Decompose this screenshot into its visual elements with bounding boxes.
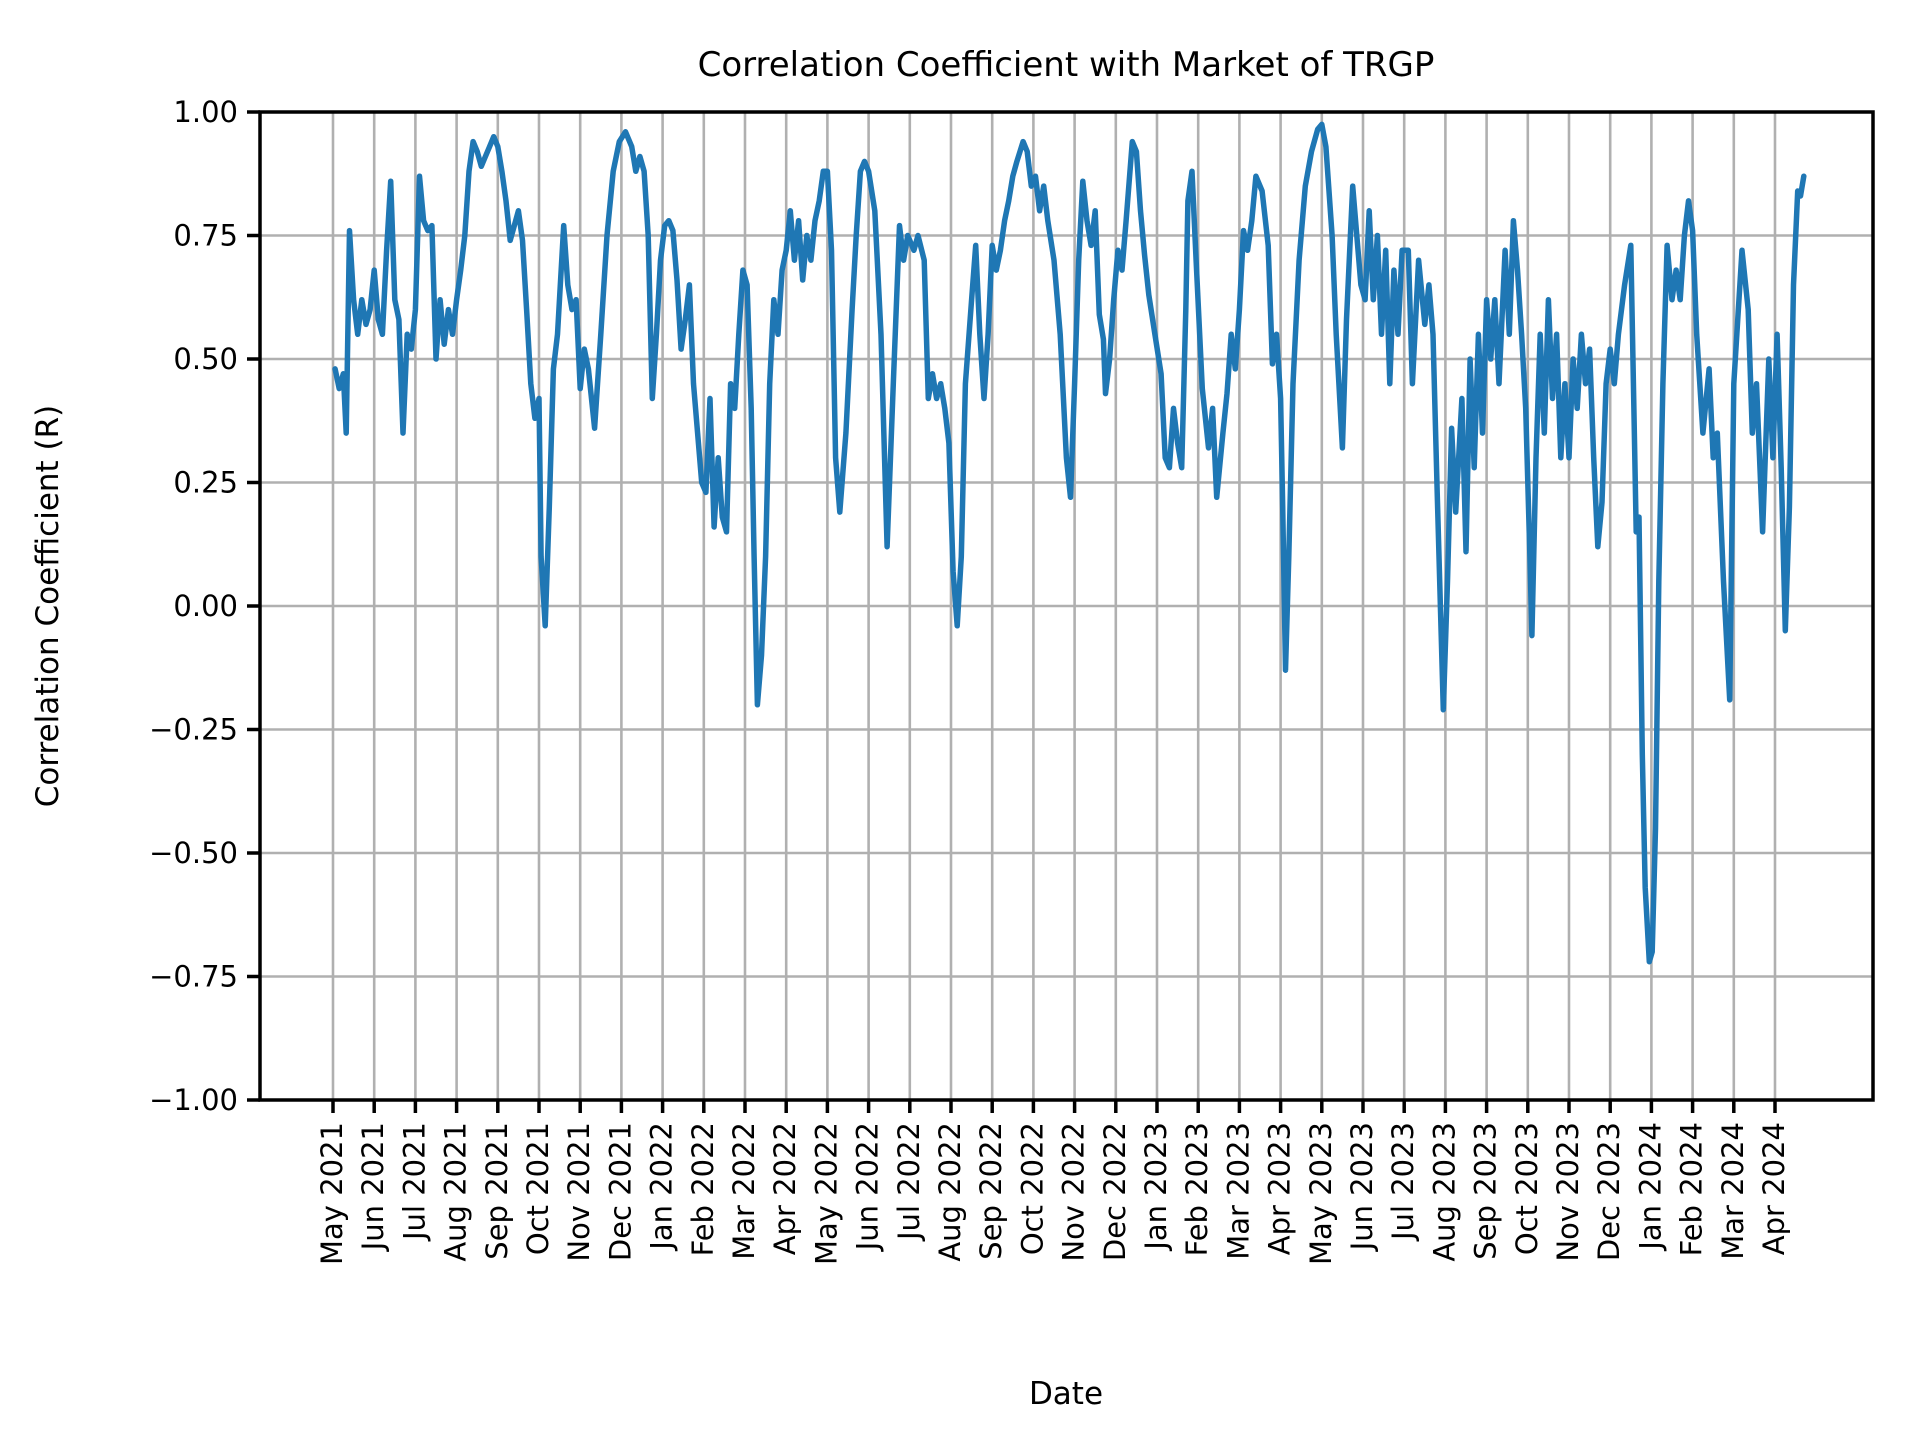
x-tick-label: Nov 2021	[562, 1122, 596, 1262]
correlation-line	[332, 121, 1807, 965]
chart-title: Correlation Coefficient with Market of T…	[698, 45, 1435, 85]
x-tick-label: May 2021	[315, 1122, 349, 1265]
y-tick-label: −0.50	[149, 836, 238, 870]
y-tick-label: −0.75	[149, 960, 238, 994]
y-tick-label: 0.50	[173, 342, 238, 376]
x-tick-label: Mar 2023	[1221, 1122, 1255, 1260]
x-tick-label: Mar 2024	[1716, 1122, 1750, 1260]
y-tick-label: −0.25	[149, 713, 238, 747]
x-tick-label: Aug 2023	[1427, 1122, 1461, 1262]
x-tick-label: Jan 2024	[1633, 1122, 1667, 1252]
x-tick-label: Dec 2022	[1098, 1122, 1132, 1261]
x-tick-label: Oct 2021	[521, 1122, 555, 1255]
x-tick-label: Feb 2024	[1675, 1122, 1709, 1256]
x-tick-label: Oct 2023	[1510, 1122, 1544, 1255]
x-tick-label: May 2022	[809, 1122, 843, 1265]
y-tick-label: 1.00	[173, 95, 238, 129]
x-tick-label: Feb 2022	[686, 1122, 720, 1256]
x-tick-label: Jun 2021	[356, 1122, 390, 1252]
x-tick-label: Sep 2023	[1469, 1122, 1503, 1260]
x-tick-label: Nov 2023	[1551, 1122, 1585, 1262]
x-tick-label: Apr 2024	[1757, 1122, 1791, 1255]
x-tick-label: May 2023	[1304, 1122, 1338, 1265]
x-tick-label: Jun 2022	[851, 1122, 885, 1252]
x-tick-label: Dec 2023	[1592, 1122, 1626, 1261]
y-tick-label: 0.25	[173, 466, 238, 500]
x-tick-labels: May 2021 Jun 2021 Jul 2021 Aug 2021 Sep 2021…	[315, 1122, 1791, 1265]
axis-ticks	[247, 110, 1777, 1113]
correlation-line-layer	[332, 121, 1807, 965]
x-tick-label: Feb 2023	[1180, 1122, 1214, 1256]
x-axis-label: Date	[1029, 1376, 1103, 1412]
x-tick-label: Mar 2022	[727, 1122, 761, 1260]
y-axis-label: Correlation Coefficient (R)	[30, 405, 66, 808]
x-tick-label: Jan 2022	[645, 1122, 679, 1252]
x-tick-label: Sep 2022	[974, 1122, 1008, 1260]
x-tick-label: Dec 2021	[603, 1122, 637, 1261]
y-tick-label: 0.75	[173, 219, 238, 253]
x-tick-label: Nov 2022	[1057, 1122, 1091, 1262]
x-tick-label: Aug 2021	[439, 1122, 473, 1262]
y-tick-label: 0.00	[173, 589, 238, 623]
x-tick-label: Oct 2022	[1015, 1122, 1049, 1255]
x-tick-label: Jul 2021	[397, 1122, 431, 1242]
x-tick-label: Aug 2022	[933, 1122, 967, 1262]
x-tick-label: Jun 2023	[1345, 1122, 1379, 1252]
y-tick-labels: 1.00 0.75 0.50 0.25 0.00 −0.25 −0.50 −0.75 −1.00	[149, 95, 238, 1117]
y-tick-label: −1.00	[149, 1083, 238, 1117]
x-tick-label: Apr 2023	[1263, 1122, 1297, 1255]
x-tick-label: Apr 2022	[768, 1122, 802, 1255]
x-tick-label: Sep 2021	[480, 1122, 514, 1260]
x-tick-label: Jul 2023	[1386, 1122, 1420, 1242]
x-tick-label: Jul 2022	[892, 1122, 926, 1242]
x-tick-label: Jan 2023	[1139, 1122, 1173, 1252]
